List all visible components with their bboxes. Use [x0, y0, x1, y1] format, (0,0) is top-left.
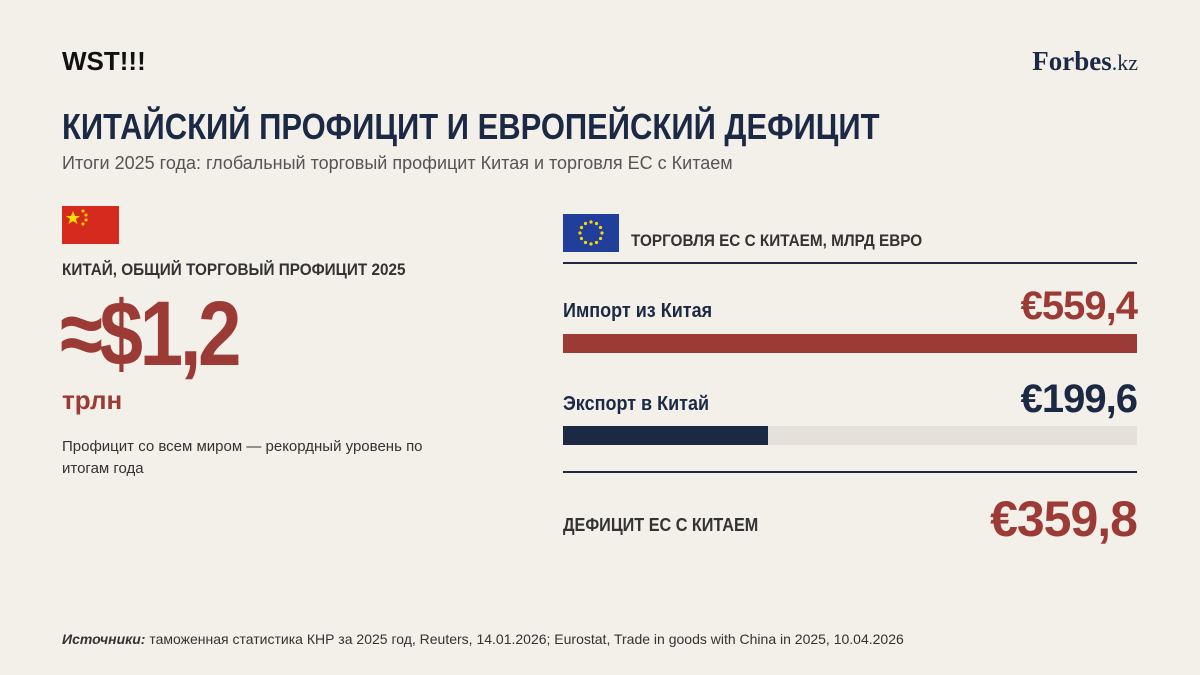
subtitle: Итоги 2025 года: глобальный торговый про… [62, 153, 733, 173]
eu-star [583, 240, 588, 245]
eu-star [579, 236, 584, 241]
eu-star [594, 240, 599, 245]
eu-star [589, 220, 593, 224]
eu-star [598, 236, 603, 241]
china-note: Профицит со всем миром — рекордный урове… [62, 438, 423, 477]
china-label: КИТАЙ, ОБЩИЙ ТОРГОВЫЙ ПРОФИЦИТ 2025 [62, 260, 406, 279]
deficit-value: €359,8 [990, 491, 1138, 547]
deficit-label: ДЕФИЦИТ ЕС С КИТАЕМ [563, 515, 759, 535]
eu-star [579, 225, 584, 230]
eu-star [600, 231, 604, 235]
logo: Forbes.kz [1032, 46, 1138, 77]
divider [563, 262, 1137, 264]
bar-label: Импорт из Китая [563, 300, 713, 322]
eu-star [578, 231, 582, 235]
eu-star [598, 225, 603, 230]
china-flag [62, 206, 119, 244]
brand: WST!!! [62, 46, 146, 76]
bar-value: €199,6 [1020, 377, 1138, 421]
bar-track [563, 334, 1137, 353]
footer: Источники: таможенная статистика КНР за … [62, 631, 904, 647]
china-unit: трлн [62, 385, 123, 415]
sources: таможенная статистика КНР за 2025 год, R… [149, 631, 904, 647]
divider [563, 471, 1137, 473]
eu-star [589, 242, 593, 246]
china-value: ≈$1,2 [60, 283, 242, 385]
logo-text: Forbes [1032, 46, 1112, 76]
logo-suffix: .kz [1111, 50, 1138, 75]
bar-label: Экспорт в Китай [563, 393, 710, 415]
eu-star [583, 221, 588, 226]
eu-title: ТОРГОВЛЯ ЕС С КИТАЕМ, МЛРД ЕВРО [631, 231, 923, 250]
sources-label: Источники: [62, 631, 146, 647]
bar [563, 334, 1137, 353]
bar-track [563, 426, 1137, 445]
title: КИТАЙСКИЙ ПРОФИЦИТ И ЕВРОПЕЙСКИЙ ДЕФИЦИТ [62, 106, 880, 147]
bar-value: €559,4 [1020, 284, 1138, 328]
bar [563, 426, 768, 445]
eu-star [594, 221, 599, 226]
eu-flag [563, 214, 619, 252]
